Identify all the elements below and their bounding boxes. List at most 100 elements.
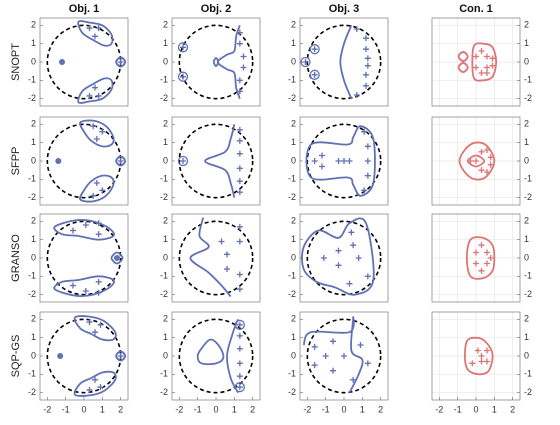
y-tick-label: 0 <box>31 350 36 360</box>
plot-area <box>457 42 498 82</box>
plus-marker <box>117 59 124 65</box>
curve <box>189 217 232 298</box>
axes-box <box>299 17 389 107</box>
plus-marker <box>236 77 243 84</box>
plus-marker <box>320 255 327 261</box>
y-tick-label: 0 <box>163 252 168 262</box>
plus-marker <box>478 353 485 359</box>
plus-marker <box>484 358 490 365</box>
plus-marker <box>224 266 230 272</box>
plus-marker <box>484 53 490 60</box>
curve <box>79 119 115 148</box>
plus-marker <box>473 260 479 267</box>
y-tick-label: 1 <box>31 332 36 342</box>
panel: -2 -1 0 1 2 Obj. 1 SNOPT <box>10 3 129 107</box>
reference-circle <box>178 318 254 394</box>
ring-marker <box>458 51 469 62</box>
plus-marker <box>478 148 485 155</box>
panel-title: Obj. 1 <box>69 3 100 15</box>
ring-marker <box>234 382 245 393</box>
x-tick-label: 1 <box>100 404 105 414</box>
plus-marker <box>353 92 360 98</box>
plus-marker <box>236 165 243 172</box>
panel: -2 -1 0 1 2 <box>160 116 261 206</box>
plus-marker <box>236 178 243 185</box>
x-tick-label: 1 <box>232 404 237 414</box>
plus-marker <box>236 373 243 380</box>
y-tick-label: 1 <box>31 38 36 48</box>
curve <box>226 319 239 394</box>
y-tick-label: 0 <box>291 155 296 165</box>
y-tick-label: 0 <box>524 350 529 360</box>
y-tick-label: -2 <box>160 192 168 202</box>
y-tick-label: -1 <box>524 369 532 379</box>
x-tick-label: 2 <box>118 404 123 414</box>
y-tick-label: 0 <box>524 252 529 262</box>
y-tick-label: 0 <box>524 155 529 165</box>
panel-title: Con. 1 <box>459 3 493 15</box>
y-tick-label: 2 <box>31 20 36 30</box>
plus-marker <box>236 286 243 293</box>
y-tick-label: 0 <box>291 56 296 66</box>
plus-marker <box>364 172 371 179</box>
y-tick-label: 0 <box>163 155 168 165</box>
axes-box <box>171 213 261 303</box>
plus-marker <box>82 222 89 228</box>
ring-marker <box>309 69 320 80</box>
plus-marker <box>335 262 342 269</box>
plus-marker <box>236 223 243 230</box>
plot-area <box>178 318 254 394</box>
curve <box>471 42 498 82</box>
reference-circle <box>306 24 382 100</box>
y-tick-label: -2 <box>28 289 36 299</box>
curve <box>77 20 114 47</box>
plus-marker <box>95 289 102 296</box>
panel: -2 -1 0 1 2 -2 -1 0 1 2 SQP-GS <box>10 311 129 414</box>
plot-area <box>177 24 254 100</box>
plus-marker <box>311 158 318 164</box>
reference-circle <box>178 24 254 100</box>
plus-marker <box>478 358 485 365</box>
y-tick-label: -2 <box>524 192 532 202</box>
plus-marker <box>478 267 485 274</box>
plus-marker <box>478 242 485 249</box>
plus-marker <box>484 64 490 71</box>
plus-marker <box>97 321 104 328</box>
plus-marker <box>70 282 76 289</box>
plus-marker <box>364 55 371 62</box>
plus-marker <box>487 154 494 161</box>
plus-marker <box>341 158 347 164</box>
reference-circle <box>46 220 122 296</box>
plus-marker <box>319 152 325 159</box>
plus-marker <box>364 273 371 280</box>
panel: -2 -1 0 1 2 Con. 1 <box>431 3 532 107</box>
curve <box>53 275 115 297</box>
curve <box>301 217 375 296</box>
plot-area <box>302 316 382 394</box>
y-tick-label: 2 <box>31 119 36 129</box>
y-tick-label: -2 <box>288 192 296 202</box>
y-tick-label: 2 <box>163 216 168 226</box>
plus-marker <box>311 46 318 53</box>
y-tick-label: -2 <box>28 93 36 103</box>
y-tick-label: -2 <box>524 93 532 103</box>
plus-marker <box>311 362 318 369</box>
curve <box>79 174 115 203</box>
plus-marker <box>236 29 243 36</box>
plus-marker <box>484 169 490 175</box>
y-tick-label: 2 <box>291 314 296 324</box>
plus-marker <box>363 46 369 53</box>
x-tick-label: -1 <box>322 404 330 414</box>
y-tick-label: 0 <box>31 56 36 66</box>
dot-marker <box>114 255 120 261</box>
plus-marker <box>364 62 371 69</box>
plus-marker <box>363 71 369 78</box>
plus-marker <box>97 384 104 391</box>
y-tick-label: -1 <box>160 174 168 184</box>
plot-area <box>465 236 496 280</box>
plus-marker <box>70 227 76 234</box>
y-tick-label: 2 <box>163 119 168 129</box>
curve <box>73 370 117 397</box>
plot-area <box>458 141 496 181</box>
